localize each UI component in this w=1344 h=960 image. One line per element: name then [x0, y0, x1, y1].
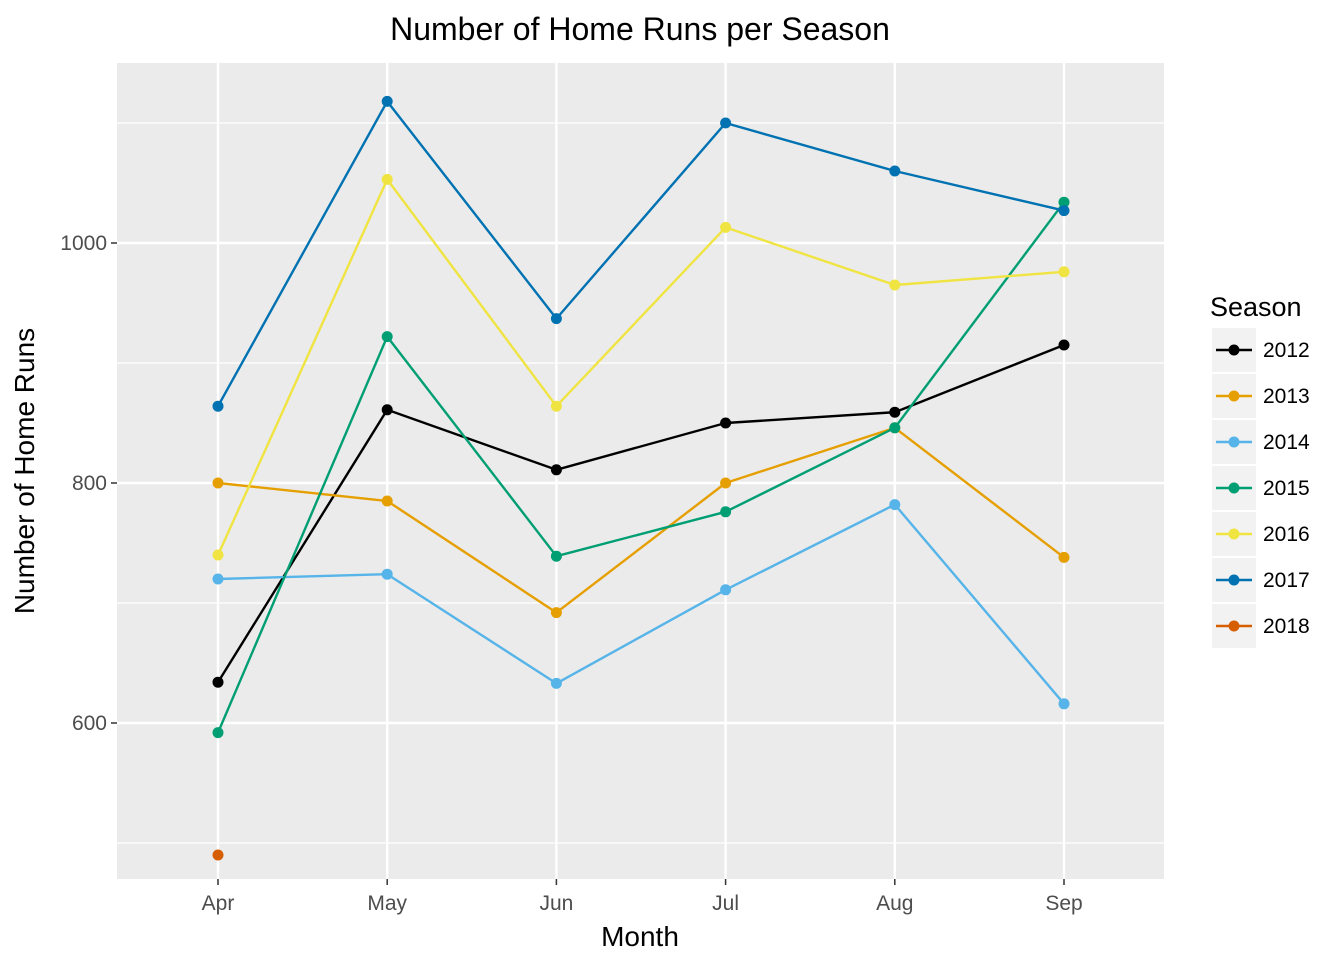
- legend-item-2017: 2017: [1212, 558, 1310, 602]
- data-point-2012: [381, 404, 393, 416]
- plot-panel: [117, 63, 1164, 879]
- data-point-2014: [550, 677, 562, 689]
- data-point-2012: [720, 417, 732, 429]
- data-point-2014: [381, 568, 393, 580]
- y-tick-label: 800: [72, 472, 107, 495]
- legend-title: Season: [1210, 292, 1302, 322]
- series-2018: [212, 849, 224, 861]
- data-point-2015: [889, 422, 901, 434]
- y-tick-label: 600: [72, 712, 107, 735]
- y-tick-label: 1000: [60, 232, 107, 255]
- data-point-2017: [212, 400, 224, 412]
- data-point-2015: [550, 550, 562, 562]
- legend-key-point: [1228, 482, 1240, 494]
- x-tick-label: May: [367, 892, 407, 915]
- legend-key-point: [1228, 436, 1240, 448]
- grid-lines: [117, 63, 1164, 879]
- data-point-2013: [212, 477, 224, 489]
- data-point-2012: [550, 464, 562, 476]
- legend-label: 2017: [1263, 569, 1310, 592]
- legend-item-2012: 2012: [1212, 328, 1310, 372]
- series-group: [212, 95, 1070, 861]
- data-point-2014: [1058, 698, 1070, 710]
- legend-label: 2014: [1263, 431, 1310, 454]
- legend-key-point: [1228, 390, 1240, 402]
- x-tick-label: Apr: [202, 892, 235, 915]
- data-point-2017: [550, 313, 562, 325]
- legend-label: 2018: [1263, 615, 1310, 638]
- data-point-2013: [550, 607, 562, 619]
- data-point-2016: [720, 221, 732, 233]
- legend-item-2013: 2013: [1212, 374, 1310, 418]
- data-point-2013: [720, 477, 732, 489]
- data-point-2016: [1058, 266, 1070, 278]
- legend-label: 2012: [1263, 339, 1310, 362]
- data-point-2015: [381, 331, 393, 343]
- series-line-2016: [216, 178, 1065, 556]
- data-point-2014: [720, 584, 732, 596]
- series-2012: [212, 339, 1070, 688]
- data-point-2012: [1058, 339, 1070, 351]
- data-point-2017: [381, 95, 393, 107]
- x-tick-label: Jun: [539, 892, 573, 915]
- series-line-2012: [216, 343, 1065, 683]
- data-point-2016: [550, 400, 562, 412]
- legend-label: 2015: [1263, 477, 1310, 500]
- legend-label: 2016: [1263, 523, 1310, 546]
- data-point-2016: [889, 279, 901, 291]
- legend-item-2018: 2018: [1212, 604, 1310, 648]
- data-point-2018: [212, 849, 224, 861]
- data-point-2015: [212, 727, 224, 739]
- series-2015: [212, 196, 1070, 739]
- series-2017: [212, 95, 1070, 412]
- series-line-2015: [216, 201, 1065, 734]
- x-tick-label: Sep: [1045, 892, 1082, 915]
- legend-key-point: [1228, 574, 1240, 586]
- legend-label: 2013: [1263, 385, 1310, 408]
- series-line-2014: [217, 503, 1065, 705]
- series-2014: [212, 499, 1070, 710]
- x-tick-label: Jul: [712, 892, 739, 915]
- data-point-2017: [1058, 205, 1070, 217]
- x-tick-label: Aug: [876, 892, 913, 915]
- x-axis-title: Month: [601, 921, 679, 952]
- data-point-2013: [1058, 551, 1070, 563]
- legend-key-point: [1228, 528, 1240, 540]
- y-axis-title: Number of Home Runs: [9, 328, 40, 614]
- data-point-2016: [381, 173, 393, 185]
- series-line-2017: [216, 100, 1065, 407]
- chart-title: Number of Home Runs per Season: [390, 11, 890, 47]
- data-point-2012: [212, 676, 224, 688]
- data-point-2014: [889, 499, 901, 511]
- legend-key-point: [1228, 344, 1240, 356]
- legend-item-2015: 2015: [1212, 466, 1310, 510]
- data-point-2012: [889, 406, 901, 418]
- data-point-2017: [720, 117, 732, 129]
- data-point-2017: [889, 165, 901, 177]
- series-2013: [212, 422, 1070, 619]
- data-point-2014: [212, 573, 224, 585]
- data-point-2015: [1058, 196, 1070, 208]
- legend-item-2016: 2016: [1212, 512, 1310, 556]
- series-line-2013: [217, 426, 1065, 614]
- legend-item-2014: 2014: [1212, 420, 1310, 464]
- legend: Season 2012 2013 2014 2015 2016 2017 2018: [1210, 292, 1310, 648]
- legend-key-point: [1228, 620, 1240, 632]
- data-point-2013: [381, 495, 393, 507]
- data-point-2015: [720, 506, 732, 518]
- series-2016: [212, 173, 1070, 561]
- axes: 600 800 1000 Apr May Jun Jul Aug Sep: [60, 232, 1082, 915]
- data-point-2016: [212, 549, 224, 561]
